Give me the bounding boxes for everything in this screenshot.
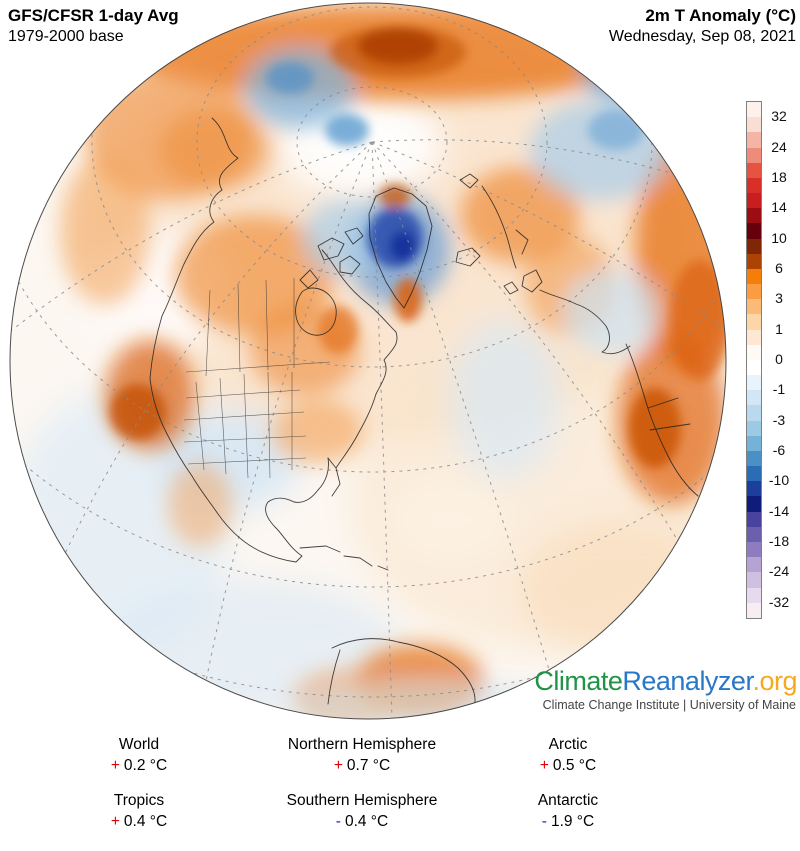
stat-tropics: Tropics +0.4 °C bbox=[19, 791, 259, 831]
colorbar bbox=[746, 101, 762, 619]
stat-sign: + bbox=[110, 757, 120, 774]
colorbar-segment bbox=[747, 390, 761, 406]
colorbar-segment bbox=[747, 435, 761, 451]
logo-climate: Climate bbox=[534, 666, 623, 696]
colorbar-segment bbox=[747, 117, 761, 133]
colorbar-tick-label: 6 bbox=[775, 259, 783, 276]
colorbar-segment bbox=[747, 208, 761, 224]
colorbar-tick-label: -10 bbox=[768, 472, 790, 489]
colorbar-tick-label: 10 bbox=[771, 229, 787, 246]
colorbar-segment bbox=[747, 481, 761, 497]
logo-reanalyzer: Reanalyzer bbox=[622, 666, 753, 696]
colorbar-segment bbox=[747, 147, 761, 163]
colorbar-segment bbox=[747, 602, 761, 618]
stat-arctic: Arctic +0.5 °C bbox=[448, 735, 688, 775]
colorbar-segment bbox=[747, 344, 761, 360]
stat-label: Southern Hemisphere bbox=[286, 792, 438, 809]
stat-label: World bbox=[118, 736, 160, 753]
colorbar-segment bbox=[747, 329, 761, 345]
stat-label: Northern Hemisphere bbox=[287, 736, 437, 753]
colorbar-tick-label: -3 bbox=[772, 411, 786, 428]
colorbar-tick-label: -14 bbox=[768, 502, 790, 519]
colorbar-segment bbox=[747, 526, 761, 542]
stat-label: Tropics bbox=[113, 792, 165, 809]
stat-world: World +0.2 °C bbox=[19, 735, 259, 775]
colorbar-segment bbox=[747, 238, 761, 254]
stat-sign: + bbox=[333, 757, 343, 774]
stat-antarctic: Antarctic -1.9 °C bbox=[448, 791, 688, 831]
stat-sign: + bbox=[539, 757, 549, 774]
header-left: GFS/CFSR 1-day Avg 1979-2000 base bbox=[8, 5, 179, 47]
stat-value: +0.7 °C bbox=[333, 757, 391, 774]
state-borders bbox=[183, 278, 331, 479]
colorbar-segment bbox=[747, 162, 761, 178]
colorbar-segment bbox=[747, 314, 761, 330]
variable-title: 2m T Anomaly (°C) bbox=[645, 6, 796, 25]
colorbar-segment bbox=[747, 299, 761, 315]
stat-northern-hemisphere: Northern Hemisphere +0.7 °C bbox=[242, 735, 482, 775]
colorbar-segment bbox=[747, 587, 761, 603]
colorbar-segment bbox=[747, 284, 761, 300]
colorbar-ticks: 32 24 18 14 10 6 3 1 0 -1 -3 -6 -10 -14 -18 -24 -32 bbox=[759, 101, 800, 617]
colorbar-tick-label: 1 bbox=[775, 320, 783, 337]
stat-value: +0.5 °C bbox=[539, 757, 597, 774]
stat-value: +0.4 °C bbox=[110, 813, 168, 830]
colorbar-tick-label: -6 bbox=[772, 442, 786, 459]
globe-outline bbox=[9, 2, 727, 720]
colorbar-segment bbox=[747, 511, 761, 527]
colorbar-segment bbox=[747, 466, 761, 482]
colorbar-segment bbox=[747, 572, 761, 588]
globe-cores bbox=[110, 26, 726, 468]
stat-sign: - bbox=[335, 813, 341, 830]
colorbar-tick-label: -24 bbox=[768, 563, 790, 580]
stat-sign: + bbox=[110, 813, 120, 830]
colorbar-segments bbox=[747, 102, 761, 618]
logo-subtitle: Climate Change Institute | University of… bbox=[542, 698, 796, 712]
colorbar-tick-label: 0 bbox=[775, 351, 783, 367]
colorbar-segment bbox=[747, 405, 761, 421]
logo-org: .org bbox=[752, 666, 797, 696]
colorbar-tick-label: 32 bbox=[771, 108, 787, 125]
colorbar-segment bbox=[747, 268, 761, 285]
colorbar-segment bbox=[747, 450, 761, 467]
colorbar-segment bbox=[747, 420, 761, 436]
colorbar-tick-label: 24 bbox=[771, 138, 787, 155]
coastlines bbox=[149, 117, 699, 709]
baseline-label: 1979-2000 base bbox=[8, 28, 124, 45]
header-right: 2m T Anomaly (°C) Wednesday, Sep 08, 202… bbox=[609, 5, 796, 47]
stat-southern-hemisphere: Southern Hemisphere -0.4 °C bbox=[242, 791, 482, 831]
colorbar-segment bbox=[747, 132, 761, 148]
colorbar-tick-label: 3 bbox=[775, 290, 783, 307]
stat-value: +0.2 °C bbox=[110, 757, 168, 774]
date-label: Wednesday, Sep 08, 2021 bbox=[608, 28, 796, 45]
colorbar-tick-label: -18 bbox=[768, 533, 790, 550]
stat-label: Antarctic bbox=[537, 792, 599, 809]
colorbar-tick-label: -32 bbox=[768, 593, 790, 610]
stat-value: -0.4 °C bbox=[335, 813, 389, 830]
colorbar-segment bbox=[747, 223, 761, 239]
colorbar-segment bbox=[747, 193, 761, 209]
colorbar-tick-label: -1 bbox=[772, 381, 786, 398]
colorbar-segment bbox=[747, 541, 761, 558]
colorbar-segment bbox=[747, 177, 761, 194]
colorbar-tick-label: 14 bbox=[771, 199, 787, 216]
colorbar-segment bbox=[747, 557, 761, 573]
stat-sign: - bbox=[541, 813, 547, 830]
logo-link[interactable]: ClimateReanalyzer.org bbox=[534, 666, 797, 696]
colorbar-segment bbox=[747, 102, 761, 118]
colorbar-tick-label: 18 bbox=[771, 168, 787, 185]
colorbar-segment bbox=[747, 496, 761, 512]
dataset-title: GFS/CFSR 1-day Avg bbox=[8, 6, 179, 25]
colorbar-segment bbox=[747, 359, 761, 376]
colorbar-segment bbox=[747, 375, 761, 391]
stat-label: Arctic bbox=[548, 736, 588, 753]
stat-value: -1.9 °C bbox=[541, 813, 595, 830]
colorbar-segment bbox=[747, 253, 761, 269]
